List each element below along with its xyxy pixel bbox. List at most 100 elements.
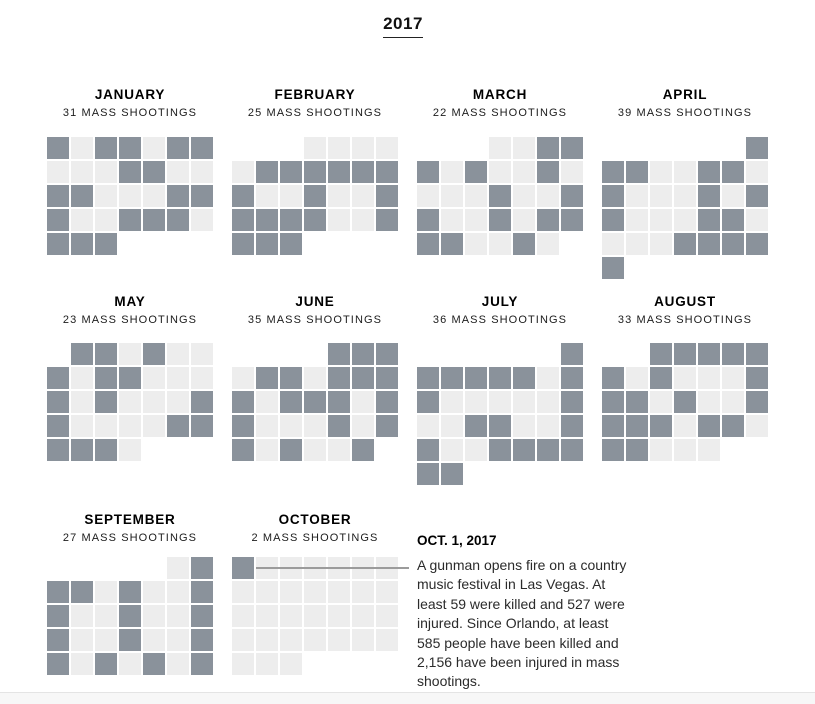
day-cell-shooting	[256, 367, 278, 389]
day-cell	[626, 209, 648, 231]
day-cell-shooting	[71, 185, 93, 207]
day-cell-shooting	[602, 367, 624, 389]
day-cell	[167, 367, 189, 389]
day-cell	[465, 391, 487, 413]
day-cell-shooting	[304, 209, 326, 231]
day-cell-shooting	[95, 439, 117, 461]
month-shootings-count: 2 MASS SHOOTINGS	[251, 532, 379, 544]
annotation-date: OCT. 1, 2017	[417, 533, 497, 548]
day-cell	[143, 605, 165, 627]
day-cell-shooting	[561, 391, 583, 413]
day-cell-shooting	[746, 367, 768, 389]
month-day-grid	[47, 137, 213, 255]
day-cell	[191, 343, 213, 365]
day-cell	[167, 653, 189, 675]
month-name: OCTOBER	[278, 512, 352, 527]
day-cell	[304, 581, 326, 603]
day-cell-shooting	[47, 209, 69, 231]
day-cell	[674, 439, 696, 461]
day-cell	[417, 185, 439, 207]
day-cell-shooting	[441, 463, 463, 485]
day-cell	[304, 605, 326, 627]
day-cell	[650, 185, 672, 207]
day-cell	[71, 415, 93, 437]
day-cell	[328, 137, 350, 159]
chart-title-wrap: 2017	[0, 14, 806, 38]
day-cell-shooting	[95, 391, 117, 413]
day-cell-shooting	[602, 257, 624, 279]
day-cell	[746, 209, 768, 231]
day-cell-shooting	[417, 463, 439, 485]
day-cell-shooting	[376, 415, 398, 437]
month-january: JANUARY 31 MASS SHOOTINGS	[47, 87, 213, 255]
day-cell	[95, 415, 117, 437]
day-cell	[513, 137, 535, 159]
day-cell	[746, 415, 768, 437]
day-cell-shooting	[119, 209, 141, 231]
day-cell-shooting	[232, 209, 254, 231]
annotation-block: OCT. 1, 2017 A gunman opens fire on a co…	[417, 533, 633, 692]
day-cell	[537, 391, 559, 413]
day-cell	[513, 209, 535, 231]
day-cell-shooting	[698, 343, 720, 365]
day-cell-shooting	[119, 137, 141, 159]
day-cell-shooting	[417, 367, 439, 389]
day-cell-shooting	[191, 185, 213, 207]
day-cell	[328, 439, 350, 461]
day-cell	[95, 209, 117, 231]
day-cell-shooting	[602, 161, 624, 183]
day-cell-shooting	[417, 391, 439, 413]
day-cell-shooting	[71, 581, 93, 603]
day-cell-shooting	[722, 161, 744, 183]
month-name: JUNE	[295, 294, 335, 309]
day-cell-shooting	[328, 343, 350, 365]
day-cell	[513, 161, 535, 183]
day-cell-shooting	[650, 343, 672, 365]
day-cell	[352, 137, 374, 159]
day-cell-shooting	[280, 161, 302, 183]
month-day-grid	[47, 343, 213, 461]
month-name: FEBRUARY	[274, 87, 356, 102]
day-cell-shooting	[513, 439, 535, 461]
day-cell	[304, 415, 326, 437]
day-cell-shooting	[417, 439, 439, 461]
month-day-grid	[602, 343, 768, 461]
day-cell	[95, 161, 117, 183]
day-cell-shooting	[256, 161, 278, 183]
day-cell	[441, 185, 463, 207]
month-may: MAY 23 MASS SHOOTINGS	[47, 294, 213, 461]
day-cell	[376, 137, 398, 159]
day-cell-shooting	[167, 209, 189, 231]
day-cell	[119, 343, 141, 365]
day-cell	[650, 209, 672, 231]
day-cell	[650, 161, 672, 183]
month-april: APRIL 39 MASS SHOOTINGS	[602, 87, 768, 279]
day-cell-shooting	[232, 439, 254, 461]
day-cell	[143, 137, 165, 159]
month-february: FEBRUARY 25 MASS SHOOTINGS	[232, 87, 398, 255]
day-cell-shooting	[119, 629, 141, 651]
day-cell-shooting	[119, 161, 141, 183]
day-cell	[119, 415, 141, 437]
day-cell	[650, 439, 672, 461]
day-cell	[119, 439, 141, 461]
day-cell	[352, 185, 374, 207]
day-cell	[256, 415, 278, 437]
annotation-leader-line	[256, 567, 409, 569]
day-cell-shooting	[167, 185, 189, 207]
month-name: MARCH	[472, 87, 528, 102]
day-cell	[465, 209, 487, 231]
day-cell-shooting	[47, 185, 69, 207]
day-cell	[119, 391, 141, 413]
day-cell	[71, 209, 93, 231]
day-cell	[489, 391, 511, 413]
day-cell	[167, 343, 189, 365]
day-cell-shooting	[232, 557, 254, 579]
day-cell	[698, 439, 720, 461]
day-cell-shooting	[304, 185, 326, 207]
day-cell-shooting	[722, 343, 744, 365]
day-cell-shooting	[143, 653, 165, 675]
day-cell	[256, 581, 278, 603]
day-cell	[71, 605, 93, 627]
day-cell	[626, 367, 648, 389]
